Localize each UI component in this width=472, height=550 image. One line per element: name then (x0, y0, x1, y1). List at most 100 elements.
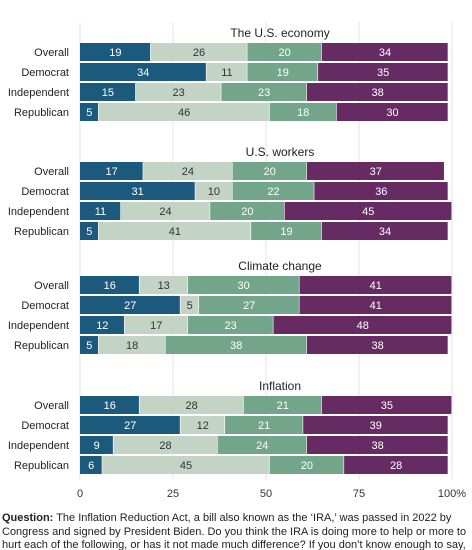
bar-segment (98, 103, 270, 121)
bar-segment (102, 456, 270, 474)
bar-segment (243, 396, 322, 414)
bar-segment (225, 416, 303, 434)
data-label: 24 (159, 206, 171, 218)
row-label: Overall (34, 47, 69, 59)
data-label: 30 (238, 280, 250, 292)
bar-segment (80, 396, 139, 414)
row-label: Democrat (21, 186, 69, 198)
row-label: Republican (14, 107, 69, 119)
bar-segment (187, 276, 299, 294)
bar-segment (139, 396, 244, 414)
bar-segment (143, 162, 232, 180)
data-label: 38 (230, 340, 242, 352)
x-tick-label: 100% (438, 488, 466, 500)
data-label: 48 (357, 320, 369, 332)
data-label: 5 (187, 300, 193, 312)
bar-segment (206, 63, 247, 81)
data-label: 11 (221, 67, 232, 79)
bar-segment (80, 202, 121, 220)
row-label: Democrat (21, 420, 69, 432)
row-label: Democrat (21, 67, 69, 79)
bar-segment (195, 182, 232, 200)
bar-segment (124, 316, 188, 334)
data-label: 41 (370, 300, 382, 312)
bar-segment (113, 436, 218, 454)
data-label: 5 (86, 107, 92, 119)
bar-segment (80, 276, 139, 294)
data-label: 21 (277, 400, 289, 412)
data-label: 28 (159, 440, 171, 452)
data-label: 16 (104, 280, 116, 292)
x-tick-label: 0 (77, 488, 83, 500)
data-label: 6 (88, 460, 94, 472)
row-label: Independent (8, 206, 69, 218)
data-label: 45 (180, 460, 192, 472)
data-label: 21 (258, 420, 270, 432)
data-label: 23 (258, 87, 270, 99)
x-tick-label: 50 (260, 488, 272, 500)
bar-segment (199, 296, 299, 314)
data-label: 19 (280, 226, 292, 238)
bar-segment (284, 202, 452, 220)
bar-segment (210, 202, 284, 220)
data-label: 22 (267, 186, 279, 198)
bar-segment (321, 396, 452, 414)
bar-segment (221, 83, 307, 101)
panel-title: The U.S. economy (230, 26, 329, 40)
bar-segment (306, 162, 444, 180)
data-label: 16 (104, 400, 116, 412)
data-label: 13 (158, 280, 170, 292)
bar-segment (187, 316, 273, 334)
bar-segment (303, 416, 448, 434)
bar-segment (269, 103, 337, 121)
row-label: Independent (8, 440, 69, 452)
data-label: 24 (182, 166, 194, 178)
row-label: Republican (14, 340, 69, 352)
bar-segment (139, 276, 188, 294)
row-label: Independent (8, 87, 69, 99)
bar-segment (273, 316, 452, 334)
bar-segment (247, 63, 318, 81)
data-label: 17 (105, 166, 117, 178)
question-label: Question: (2, 512, 54, 524)
bar-segment (80, 336, 98, 354)
data-label: 45 (362, 206, 374, 218)
bar-segment (80, 222, 98, 240)
data-label: 20 (241, 206, 253, 218)
panel-title: Climate change (238, 259, 322, 273)
bar-segment (80, 296, 180, 314)
data-label: 5 (86, 226, 92, 238)
bar-segment (180, 296, 199, 314)
data-label: 9 (94, 440, 100, 452)
data-label: 19 (109, 47, 121, 59)
bar-segment (98, 336, 165, 354)
data-label: 30 (386, 107, 398, 119)
data-label: 11 (95, 206, 106, 218)
panel-title: U.S. workers (246, 145, 315, 159)
bar-segment (80, 316, 125, 334)
bar-segment (344, 456, 448, 474)
bar-segment (180, 416, 225, 434)
bar-segment (306, 336, 448, 354)
data-label: 27 (124, 420, 136, 432)
data-label: 19 (277, 67, 289, 79)
data-label: 23 (225, 320, 237, 332)
panel-title: Inflation (259, 379, 301, 393)
data-label: 27 (243, 300, 255, 312)
data-label: 35 (381, 400, 393, 412)
data-label: 27 (124, 300, 136, 312)
data-label: 15 (102, 87, 114, 99)
data-label: 20 (278, 47, 290, 59)
bar-segment (318, 63, 448, 81)
data-label: 37 (370, 166, 382, 178)
row-label: Democrat (21, 300, 69, 312)
question-note: Question: The Inflation Reduction Act, a… (2, 512, 468, 550)
bar-segment (98, 222, 251, 240)
bar-segment (269, 456, 344, 474)
data-label: 24 (256, 440, 268, 452)
bar-segment (80, 103, 98, 121)
data-label: 38 (371, 87, 383, 99)
data-label: 36 (375, 186, 387, 198)
data-label: 31 (132, 186, 144, 198)
data-label: 46 (178, 107, 190, 119)
